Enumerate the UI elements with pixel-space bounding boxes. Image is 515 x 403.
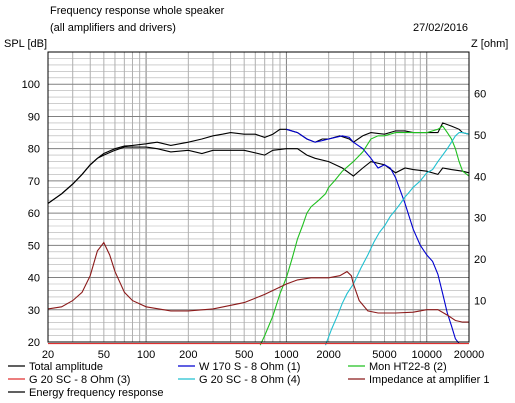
y-tick-label: 100 xyxy=(22,79,40,91)
x-tick-label: 200 xyxy=(179,349,197,361)
legend-label-impedance: Impedance at amplifier 1 xyxy=(369,374,489,386)
y-tick-label: 50 xyxy=(28,240,40,252)
y2-tick-label: 60 xyxy=(474,88,486,100)
legend-label-energy: Energy frequency response xyxy=(29,387,164,399)
x-tick-label: 20000 xyxy=(454,349,485,361)
x-tick-label: 1000 xyxy=(274,349,298,361)
y-tick-label: 60 xyxy=(28,208,40,220)
x-tick-label: 500 xyxy=(235,349,253,361)
y2-tick-label: 50 xyxy=(474,130,486,142)
right-axis-label: Z [ohm] xyxy=(471,38,508,50)
series-line-energy xyxy=(47,146,470,204)
grid-lines xyxy=(47,51,470,343)
x-tick-label: 10000 xyxy=(411,349,442,361)
x-tick-label: 20 xyxy=(42,349,54,361)
x-tick-label: 2000 xyxy=(316,349,340,361)
legend-label-g20_4: G 20 SC - 8 Ohm (4) xyxy=(199,374,300,386)
series-line-g20_4 xyxy=(324,132,470,346)
chart-title: Frequency response whole speaker xyxy=(50,5,225,17)
left-axis-label: SPL [dB] xyxy=(4,38,47,50)
y2-tick-labels: 10 20 30 40 50 60 xyxy=(474,88,486,307)
legend: Total amplitude W 170 S - 8 Ohm (1) Mon HT… xyxy=(8,361,489,399)
y-tick-label: 40 xyxy=(28,273,40,285)
chart-date: 27/02/2016 xyxy=(413,22,468,34)
series-line-total xyxy=(47,122,470,204)
y2-tick-label: 40 xyxy=(474,171,486,183)
series-lines xyxy=(47,122,470,346)
y2-tick-label: 10 xyxy=(474,296,486,308)
y-tick-label: 20 xyxy=(28,337,40,349)
y-tick-label: 70 xyxy=(28,176,40,188)
series-line-w170 xyxy=(286,128,460,344)
y-tick-label: 90 xyxy=(28,111,40,123)
chart-subtitle: (all amplifiers and drivers) xyxy=(50,22,176,34)
y-tick-label: 80 xyxy=(28,144,40,156)
y2-tick-label: 20 xyxy=(474,254,486,266)
x-tick-labels: 20 50 100 200 500 1000 2000 5000 10000 20000 xyxy=(42,349,484,361)
x-tick-label: 5000 xyxy=(372,349,396,361)
plot-frame xyxy=(47,51,470,343)
x-tick-label: 100 xyxy=(137,349,155,361)
y-tick-labels: 20 30 40 50 60 70 80 90 100 xyxy=(22,79,40,349)
x-tick-label: 50 xyxy=(98,349,110,361)
legend-label-w170: W 170 S - 8 Ohm (1) xyxy=(199,361,300,373)
series-line-impedance xyxy=(47,241,469,323)
legend-label-g20_3: G 20 SC - 8 Ohm (3) xyxy=(29,374,130,386)
y-tick-label: 30 xyxy=(28,305,40,317)
y2-tick-label: 30 xyxy=(474,213,486,225)
legend-label-total: Total amplitude xyxy=(29,361,103,373)
legend-label-mon: Mon HT22-8 (2) xyxy=(369,361,447,373)
series-line-mon xyxy=(259,125,470,346)
